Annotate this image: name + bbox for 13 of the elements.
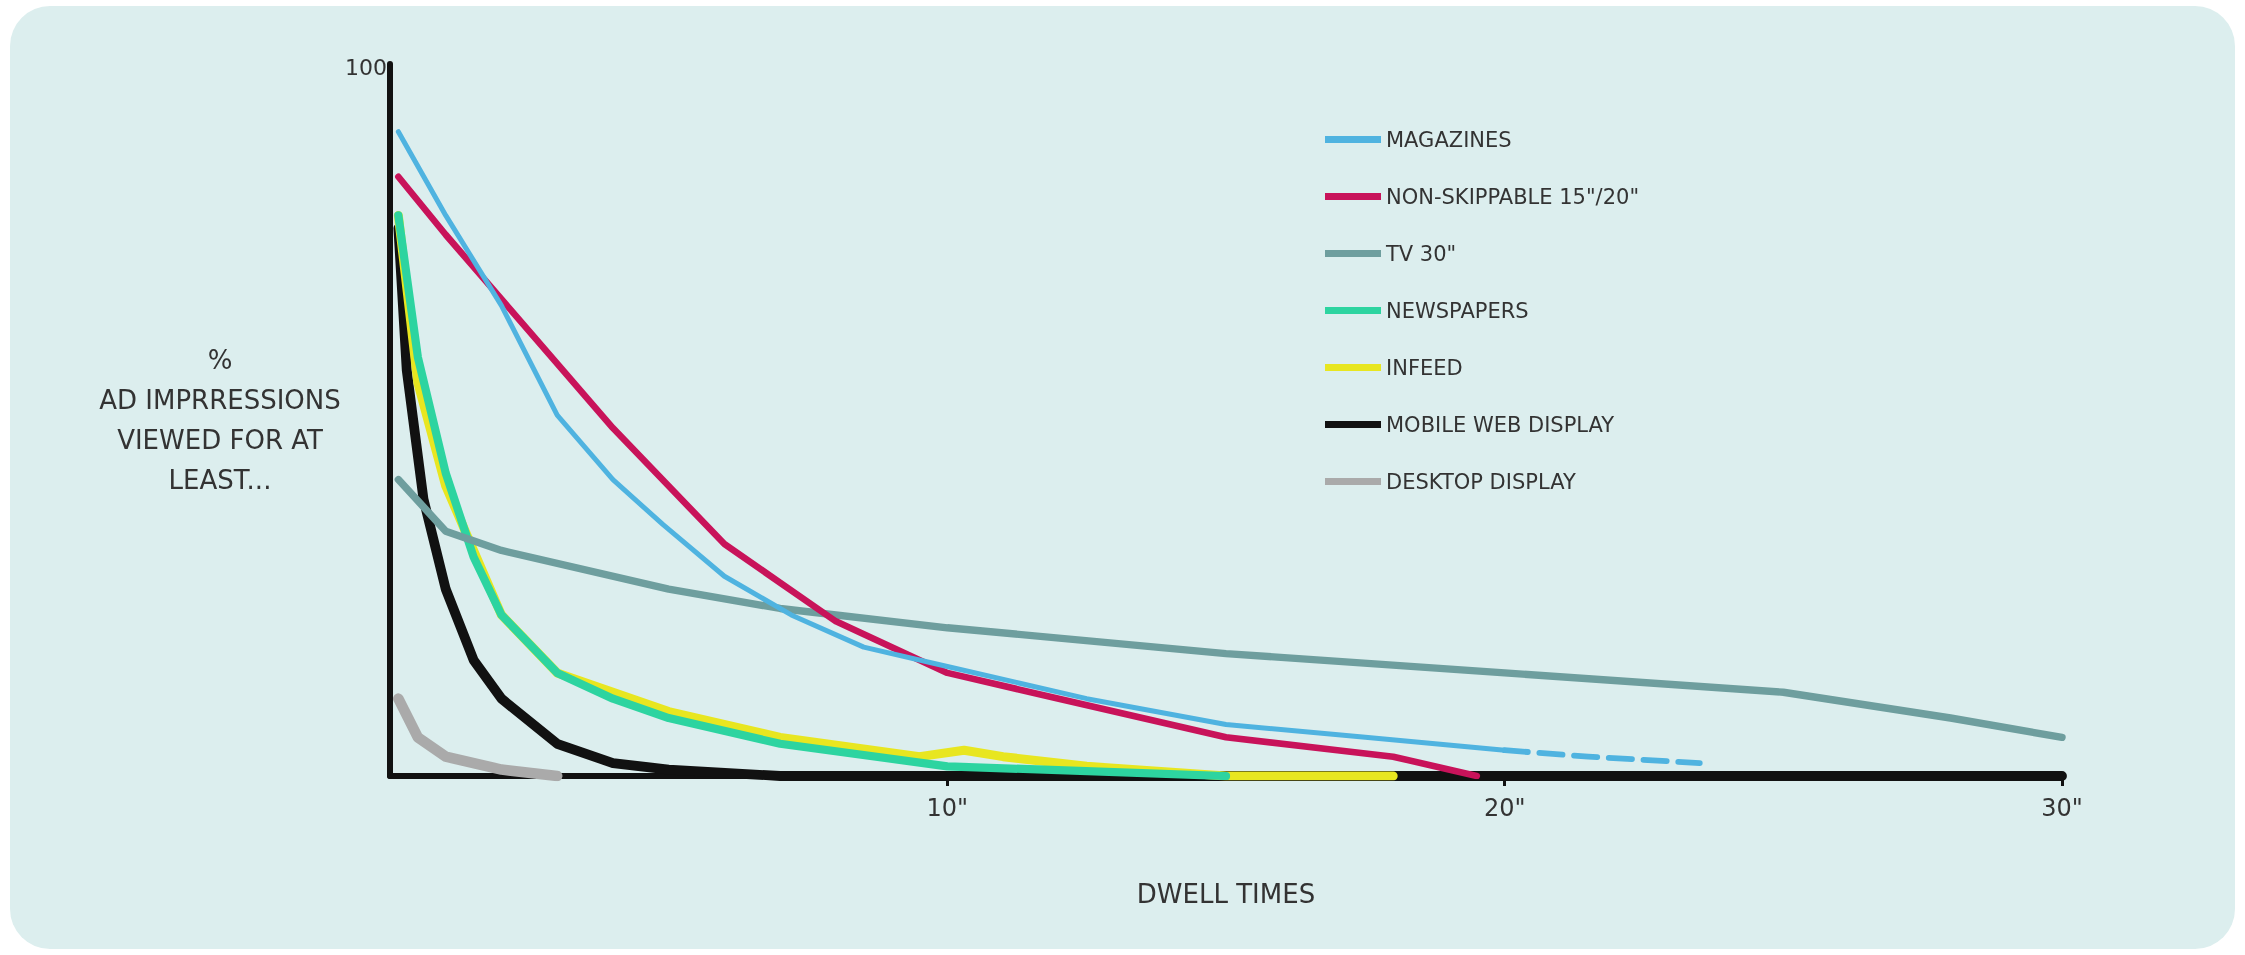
legend-label: MOBILE WEB DISPLAY: [1386, 412, 1615, 437]
legend-label: MAGAZINES: [1386, 127, 1512, 152]
x-tick-label: 10": [926, 794, 969, 822]
y-axis-title: % AD IMPRRESSIONS VIEWED FOR AT LEAST...: [99, 345, 341, 495]
legend-label: INFEED: [1386, 355, 1463, 380]
legend-label: NEWSPAPERS: [1386, 298, 1529, 323]
x-tick-label: 20": [1483, 794, 1526, 822]
x-axis-title: DWELL TIMES: [1136, 879, 1316, 909]
legend-label: NON-SKIPPABLE 15"/20": [1386, 184, 1640, 209]
legend-label: TV 30": [1385, 241, 1457, 266]
legend-label: DESKTOP DISPLAY: [1386, 469, 1576, 494]
text: 100: [345, 54, 387, 80]
x-tick-label: 30": [2041, 794, 2083, 822]
